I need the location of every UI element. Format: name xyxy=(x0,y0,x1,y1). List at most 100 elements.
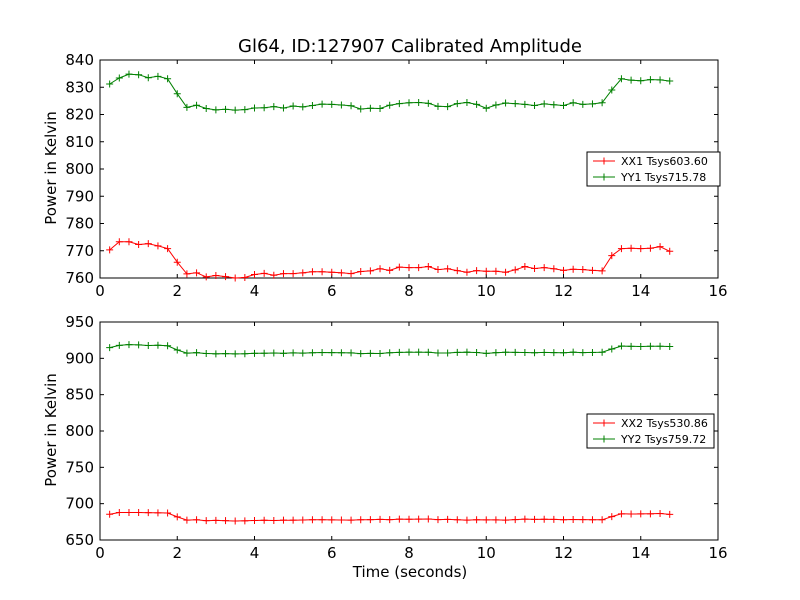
data-point xyxy=(212,106,220,114)
data-point xyxy=(598,99,606,107)
data-point xyxy=(463,99,471,107)
data-point xyxy=(531,102,539,110)
data-point xyxy=(357,350,365,358)
data-point xyxy=(193,101,201,109)
data-point xyxy=(424,348,432,356)
y-tick-label: 770 xyxy=(65,242,94,260)
data-point xyxy=(434,266,442,274)
data-point xyxy=(241,273,249,281)
data-point xyxy=(222,350,230,358)
x-tick-label: 0 xyxy=(95,544,105,562)
data-point xyxy=(511,100,519,108)
data-point xyxy=(308,268,316,276)
data-point xyxy=(637,77,645,85)
data-point xyxy=(646,342,654,350)
data-point xyxy=(164,75,172,83)
data-point xyxy=(231,106,239,114)
x-tick-label: 12 xyxy=(554,282,573,300)
y-tick-label: 750 xyxy=(65,458,94,476)
data-point xyxy=(212,272,220,280)
data-point xyxy=(144,342,152,350)
data-point xyxy=(502,99,510,107)
data-point xyxy=(115,509,123,517)
data-point xyxy=(579,266,587,274)
legend-entry: XX2 Tsys530.86 xyxy=(621,417,708,430)
data-point xyxy=(405,99,413,107)
x-tick-label: 4 xyxy=(250,544,260,562)
data-point xyxy=(183,349,191,357)
y-tick-label: 830 xyxy=(65,78,94,96)
data-point xyxy=(492,349,500,357)
x-axis-label: Time (seconds) xyxy=(352,563,468,581)
data-point xyxy=(202,350,210,358)
legend-marker xyxy=(600,173,608,181)
data-point xyxy=(222,273,230,281)
data-point xyxy=(444,349,452,357)
data-point xyxy=(241,350,249,358)
data-point xyxy=(154,242,162,250)
data-point xyxy=(656,76,664,84)
data-point xyxy=(337,349,345,357)
data-point xyxy=(627,76,635,84)
data-point xyxy=(560,102,567,110)
data-point xyxy=(357,267,365,275)
data-point xyxy=(289,516,297,524)
data-point xyxy=(560,349,567,357)
y-tick-label: 800 xyxy=(65,422,94,440)
data-point xyxy=(308,102,316,110)
data-point xyxy=(260,516,268,524)
data-point xyxy=(202,105,210,113)
data-point xyxy=(531,264,539,272)
data-point xyxy=(521,515,529,523)
data-point xyxy=(106,80,114,88)
chart-title: Gl64, ID:127907 Calibrated Amplitude xyxy=(238,36,582,57)
data-point xyxy=(463,268,471,276)
data-point xyxy=(231,350,239,358)
data-point xyxy=(550,349,558,357)
data-point xyxy=(540,348,548,356)
data-point xyxy=(637,245,645,253)
data-point xyxy=(125,341,133,349)
data-point xyxy=(453,348,461,356)
data-point xyxy=(366,267,374,275)
data-point xyxy=(202,273,210,281)
y-axis-label-top: Power in Kelvin xyxy=(42,111,60,225)
y-tick-label: 650 xyxy=(65,531,94,549)
data-point xyxy=(540,100,548,108)
data-point xyxy=(395,100,403,108)
data-point xyxy=(637,342,645,350)
data-point xyxy=(617,510,625,518)
data-point xyxy=(588,100,596,108)
data-point xyxy=(550,101,558,109)
data-point xyxy=(241,106,249,114)
data-point xyxy=(434,349,442,357)
data-point xyxy=(666,510,674,518)
data-point xyxy=(193,349,201,357)
data-point xyxy=(376,349,384,357)
data-point xyxy=(656,510,664,518)
data-point xyxy=(106,510,114,518)
data-point xyxy=(656,342,664,350)
data-point xyxy=(212,516,220,524)
data-point xyxy=(328,349,336,357)
data-point xyxy=(492,516,500,524)
y-tick-label: 790 xyxy=(65,187,94,205)
data-point xyxy=(260,349,268,357)
data-point xyxy=(144,509,152,517)
data-point xyxy=(579,516,587,524)
data-point xyxy=(115,238,123,246)
y-tick-label: 780 xyxy=(65,215,94,233)
data-point xyxy=(405,515,413,523)
data-point xyxy=(173,258,181,266)
data-point xyxy=(289,102,297,110)
data-point xyxy=(135,71,143,79)
data-point xyxy=(617,342,625,350)
data-point xyxy=(386,266,394,274)
data-point xyxy=(560,266,567,274)
x-tick-label: 8 xyxy=(404,544,414,562)
data-point xyxy=(289,349,297,357)
data-point xyxy=(482,349,490,357)
data-point xyxy=(453,516,461,524)
data-point xyxy=(251,270,258,278)
data-point xyxy=(424,515,432,523)
